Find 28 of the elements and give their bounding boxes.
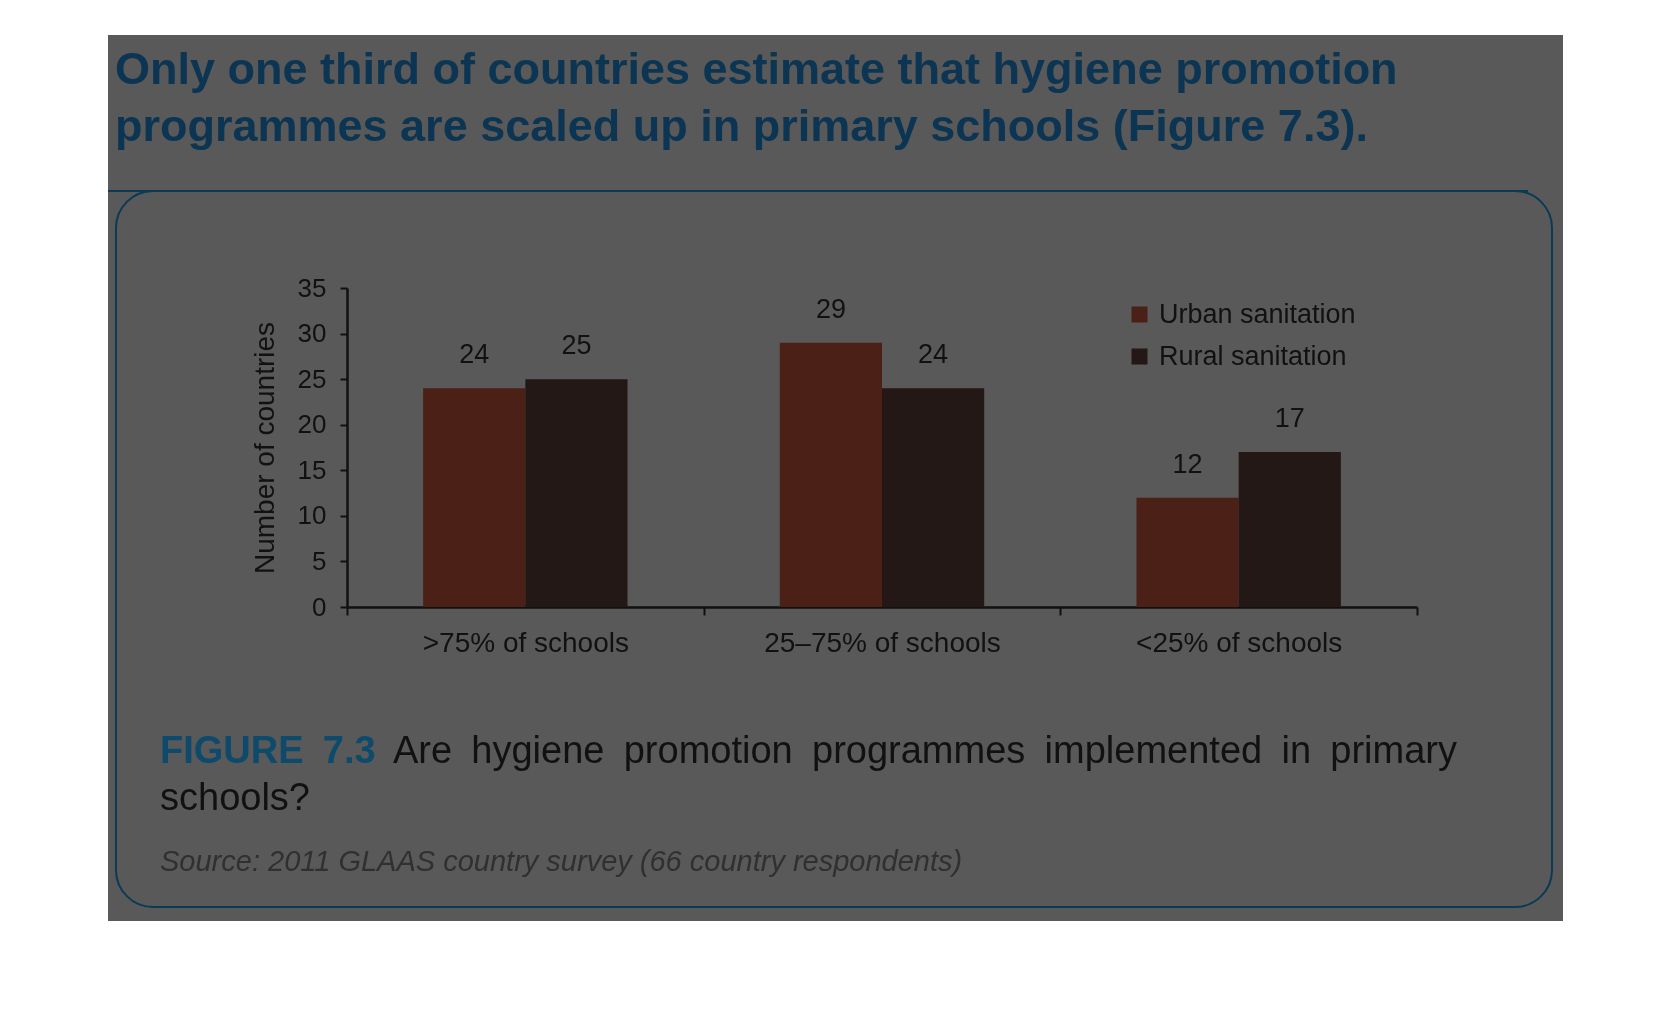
data-label: 17: [1274, 403, 1305, 434]
y-tick-label: 25: [297, 363, 327, 394]
bar: [779, 342, 882, 607]
bar: [882, 388, 985, 607]
bar: [525, 379, 628, 607]
y-tick-label: 30: [297, 318, 327, 349]
y-tick-label: 5: [312, 545, 327, 576]
y-tick-label: 15: [297, 454, 327, 485]
x-tick-label: 25–75% of schools: [764, 626, 1001, 658]
chart-title: Only one third of countries estimate that hygiene promotion programmes are scaled up in primary schools (Figure 7.3).: [115, 42, 1399, 153]
bar: [1238, 452, 1341, 607]
y-tick-label: 20: [297, 409, 327, 440]
y-tick-label: 10: [297, 500, 327, 531]
x-tick-label: <25% of schools: [1136, 626, 1343, 658]
legend-label: Rural sanitation: [1159, 340, 1347, 371]
data-label: 24: [459, 339, 490, 370]
bar: [1136, 497, 1239, 607]
data-label: 29: [815, 293, 846, 324]
data-label: 24: [918, 339, 949, 370]
y-axis-title: Number of countries: [248, 321, 280, 575]
bar: [423, 388, 526, 607]
data-label: 12: [1172, 448, 1203, 479]
legend-label: Urban sanitation: [1159, 298, 1356, 329]
caption: FIGURE 7.3: [160, 729, 376, 771]
x-tick-label: >75% of schools: [422, 626, 629, 658]
y-tick-label: 35: [297, 272, 327, 303]
data-label: 25: [561, 330, 592, 361]
y-tick-label: 0: [312, 591, 327, 622]
